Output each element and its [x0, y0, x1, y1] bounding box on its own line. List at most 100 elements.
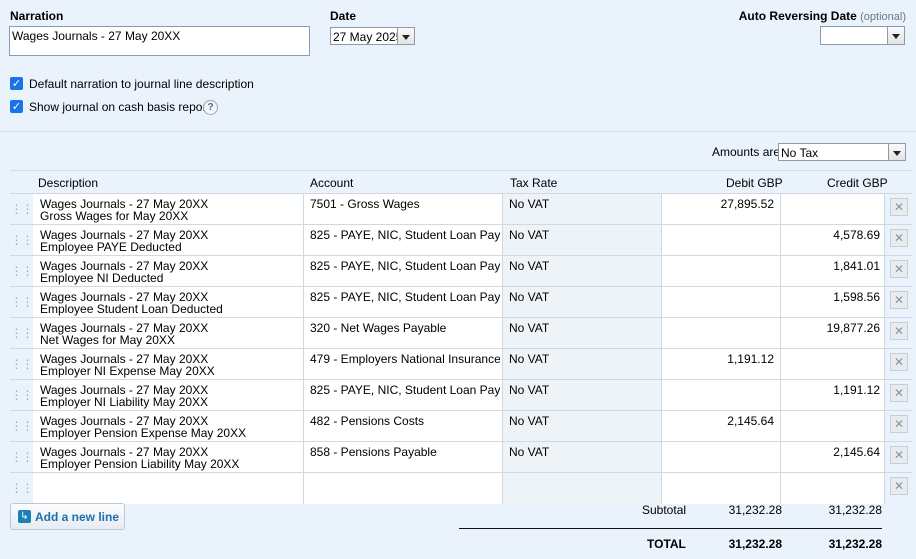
credit-cell[interactable]	[781, 411, 885, 442]
default-narration-checkbox[interactable]: ✓	[10, 77, 23, 90]
description-cell[interactable]	[33, 473, 304, 504]
debit-cell[interactable]	[662, 442, 781, 473]
table-row[interactable]: ⋮⋮ ✕	[10, 472, 912, 504]
drag-handle-icon[interactable]: ⋮⋮	[10, 264, 34, 278]
drag-handle-icon[interactable]: ⋮⋮	[10, 481, 34, 495]
subtotal-debit: 31,232.28	[728, 503, 782, 517]
drag-handle-icon[interactable]: ⋮⋮	[10, 388, 34, 402]
table-row[interactable]: ⋮⋮ Wages Journals - 27 May 20XX Employee N…	[10, 255, 912, 287]
close-icon[interactable]: ✕	[890, 477, 908, 495]
account-cell[interactable]: 320 - Net Wages Payable	[304, 318, 503, 349]
credit-cell[interactable]: 1,598.56	[781, 287, 885, 318]
credit-value: 1,191.12	[833, 383, 880, 397]
tax-rate-cell[interactable]: No VAT	[503, 380, 662, 411]
debit-cell[interactable]	[662, 473, 781, 504]
close-icon[interactable]: ✕	[890, 198, 908, 216]
credit-cell[interactable]: 1,841.01	[781, 256, 885, 287]
debit-cell[interactable]: 27,895.52	[662, 194, 781, 225]
table-row[interactable]: ⋮⋮ Wages Journals - 27 May 20XX Employee S…	[10, 286, 912, 318]
help-icon[interactable]: ?	[203, 100, 218, 115]
description-cell[interactable]: Wages Journals - 27 May 20XX Employer Pen…	[33, 442, 304, 473]
drag-handle-icon[interactable]: ⋮⋮	[10, 326, 34, 340]
account-cell[interactable]: 825 - PAYE, NIC, Student Loan Pay…	[304, 256, 503, 287]
close-icon[interactable]: ✕	[890, 260, 908, 278]
close-icon[interactable]: ✕	[890, 353, 908, 371]
description-line-2: Employer Pension Liability May 20XX	[40, 457, 240, 471]
drag-handle-icon[interactable]: ⋮⋮	[10, 419, 34, 433]
description-cell[interactable]: Wages Journals - 27 May 20XX Gross Wages …	[33, 194, 304, 225]
account-cell[interactable]: 7501 - Gross Wages	[304, 194, 503, 225]
auto-reversing-date-picker[interactable]	[820, 26, 905, 45]
tax-rate-cell[interactable]: No VAT	[503, 349, 662, 380]
drag-handle-icon[interactable]: ⋮⋮	[10, 357, 34, 371]
tax-rate-cell[interactable]: No VAT	[503, 225, 662, 256]
narration-input[interactable]: Wages Journals - 27 May 20XX	[9, 26, 310, 56]
close-icon[interactable]: ✕	[890, 322, 908, 340]
description-line-2: Employer NI Expense May 20XX	[40, 364, 215, 378]
close-icon[interactable]: ✕	[890, 446, 908, 464]
tax-rate-cell[interactable]: No VAT	[503, 287, 662, 318]
description-cell[interactable]: Wages Journals - 27 May 20XX Employer NI …	[33, 380, 304, 411]
credit-cell[interactable]	[781, 473, 885, 504]
chevron-down-icon[interactable]	[397, 28, 414, 44]
credit-cell[interactable]: 19,877.26	[781, 318, 885, 349]
description-cell[interactable]: Wages Journals - 27 May 20XX Employee PAY…	[33, 225, 304, 256]
amounts-are-select[interactable]: No Tax	[778, 143, 906, 161]
description-cell[interactable]: Wages Journals - 27 May 20XX Employee NI …	[33, 256, 304, 287]
account-cell[interactable]: 825 - PAYE, NIC, Student Loan Pay…	[304, 380, 503, 411]
account-cell[interactable]: 825 - PAYE, NIC, Student Loan Pay…	[304, 287, 503, 318]
table-row[interactable]: ⋮⋮ Wages Journals - 27 May 20XX Employer P…	[10, 441, 912, 473]
drag-handle-icon[interactable]: ⋮⋮	[10, 295, 34, 309]
table-row[interactable]: ⋮⋮ Wages Journals - 27 May 20XX Net Wages …	[10, 317, 912, 349]
chevron-down-icon[interactable]	[887, 27, 904, 44]
description-cell[interactable]: Wages Journals - 27 May 20XX Employee Stu…	[33, 287, 304, 318]
credit-cell[interactable]	[781, 349, 885, 380]
tax-rate-value: No VAT	[509, 259, 550, 273]
table-row[interactable]: ⋮⋮ Wages Journals - 27 May 20XX Gross Wage…	[10, 193, 912, 225]
credit-cell[interactable]: 4,578.69	[781, 225, 885, 256]
description-cell[interactable]: Wages Journals - 27 May 20XX Employer NI …	[33, 349, 304, 380]
debit-cell[interactable]	[662, 256, 781, 287]
table-row[interactable]: ⋮⋮ Wages Journals - 27 May 20XX Employer N…	[10, 348, 912, 380]
account-cell[interactable]: 858 - Pensions Payable	[304, 442, 503, 473]
account-cell[interactable]: 479 - Employers National Insurance	[304, 349, 503, 380]
credit-cell[interactable]: 2,145.64	[781, 442, 885, 473]
tax-rate-cell[interactable]	[503, 473, 662, 504]
table-row[interactable]: ⋮⋮ Wages Journals - 27 May 20XX Employer N…	[10, 379, 912, 411]
cash-basis-checkbox[interactable]: ✓	[10, 100, 23, 113]
debit-cell[interactable]	[662, 318, 781, 349]
description-cell[interactable]: Wages Journals - 27 May 20XX Employer Pen…	[33, 411, 304, 442]
account-cell[interactable]: 482 - Pensions Costs	[304, 411, 503, 442]
close-icon[interactable]: ✕	[890, 291, 908, 309]
close-icon[interactable]: ✕	[890, 384, 908, 402]
table-row[interactable]: ⋮⋮ Wages Journals - 27 May 20XX Employee P…	[10, 224, 912, 256]
description-cell[interactable]: Wages Journals - 27 May 20XX Net Wages fo…	[33, 318, 304, 349]
debit-cell[interactable]: 1,191.12	[662, 349, 781, 380]
debit-cell[interactable]	[662, 225, 781, 256]
tax-rate-cell[interactable]: No VAT	[503, 318, 662, 349]
tax-rate-value: No VAT	[509, 321, 550, 335]
description-line-2: Employee Student Loan Deducted	[40, 302, 223, 316]
drag-handle-icon[interactable]: ⋮⋮	[10, 233, 34, 247]
credit-value: 19,877.26	[826, 321, 880, 335]
debit-cell[interactable]: 2,145.64	[662, 411, 781, 442]
credit-cell[interactable]: 1,191.12	[781, 380, 885, 411]
drag-handle-icon[interactable]: ⋮⋮	[10, 450, 34, 464]
table-row[interactable]: ⋮⋮ Wages Journals - 27 May 20XX Employer P…	[10, 410, 912, 442]
debit-cell[interactable]	[662, 287, 781, 318]
close-icon[interactable]: ✕	[890, 229, 908, 247]
debit-cell[interactable]	[662, 380, 781, 411]
default-narration-label: Default narration to journal line descri…	[29, 77, 254, 91]
date-picker[interactable]: 27 May 2025	[330, 27, 415, 45]
tax-rate-cell[interactable]: No VAT	[503, 194, 662, 225]
credit-cell[interactable]	[781, 194, 885, 225]
tax-rate-cell[interactable]: No VAT	[503, 442, 662, 473]
account-cell[interactable]: 825 - PAYE, NIC, Student Loan Pay…	[304, 225, 503, 256]
chevron-down-icon[interactable]	[888, 144, 905, 160]
tax-rate-cell[interactable]: No VAT	[503, 256, 662, 287]
account-cell[interactable]	[304, 473, 503, 504]
add-new-line-button[interactable]: ↳ Add a new line	[10, 503, 125, 530]
close-icon[interactable]: ✕	[890, 415, 908, 433]
drag-handle-icon[interactable]: ⋮⋮	[10, 202, 34, 216]
tax-rate-cell[interactable]: No VAT	[503, 411, 662, 442]
